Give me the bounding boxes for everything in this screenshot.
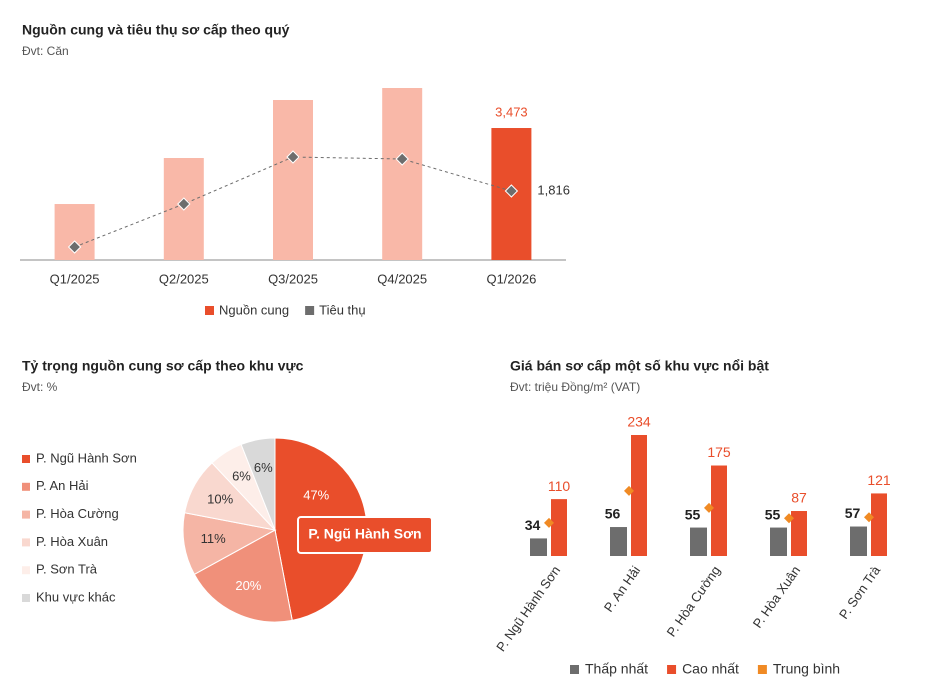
line-marker [67,240,82,254]
data-label: 55 [685,506,701,522]
data-label: 121 [867,472,891,488]
legend-label: P. Ngũ Hành Sơn [36,450,137,465]
bar [850,526,867,556]
callout-label: P. Ngũ Hành Sơn [308,526,421,542]
data-label: 87 [791,490,807,506]
pie-slice [193,529,293,623]
bar [273,100,313,260]
data-label: 11% [201,531,226,546]
marker [624,485,634,496]
chart-subtitle: Đvt: % [22,380,58,394]
data-label: 3,473 [495,104,528,119]
x-tick-label: P. An Hải [601,563,643,615]
marker [544,517,554,528]
data-label: 6% [232,469,251,484]
data-label: 47% [303,488,329,503]
legend-label: Khu vực khác [36,589,116,604]
chart-title: Tỷ trọng nguồn cung sơ cấp theo khu vực [22,358,304,374]
marker [704,502,714,513]
x-tick-label: Q1/2026 [486,271,536,286]
legend-swatch [205,306,214,315]
x-tick-label: Q4/2025 [377,271,427,286]
bar [551,499,567,556]
marker [784,513,794,524]
data-label: 1,816 [537,182,570,197]
x-tick-label: Q3/2025 [268,271,318,286]
chart-title: Nguồn cung và tiêu thụ sơ cấp theo quý [22,22,290,38]
data-label: 34 [525,517,541,533]
x-tick-label: Q1/2025 [50,271,100,286]
bar [530,538,547,556]
bar [791,511,807,556]
data-label: 20% [235,578,261,593]
data-label: 10% [207,491,233,506]
legend-swatch [22,455,30,463]
line-marker [504,184,519,198]
x-tick-label: P. Hòa Xuân [750,563,804,631]
legend-swatch [757,665,767,674]
legend-swatch [22,482,30,491]
chart-title: Giá bán sơ cấp một số khu vực nổi bật [510,358,769,374]
bar [711,465,727,556]
legend-swatch [22,510,30,519]
chart-subtitle: Đvt: triệu Đồng/m² (VAT) [510,380,640,394]
line-marker [177,197,191,211]
bar [770,527,787,556]
bar [631,435,647,556]
legend-label: P. Sơn Trà [36,562,98,577]
data-label: 57 [845,505,861,521]
line-marker [286,150,300,164]
data-label: 234 [627,414,651,430]
legend-swatch [305,306,315,315]
legend-label: Trung bình [773,661,840,677]
data-label: 6% [254,460,273,475]
callout-box [297,516,433,554]
data-label: 56 [605,506,621,522]
legend-swatch [570,665,579,674]
data-label: 55 [765,506,781,522]
legend-label: Thấp nhất [585,661,648,677]
bar [871,493,887,556]
data-label: 175 [707,444,731,460]
legend-swatch [667,665,677,674]
legend-label: P. Hòa Cường [36,506,119,521]
bar [610,527,627,556]
marker [864,512,874,523]
x-tick-label: P. Hòa Cường [664,563,724,639]
legend-label: Nguồn cung [219,302,289,317]
pie-slice [240,437,276,531]
x-tick-label: P. Sơn Trà [836,562,884,621]
legend-swatch [22,594,30,602]
legend-label: Tiêu thụ [319,302,366,317]
x-tick-label: Q2/2025 [159,271,209,286]
legend-label: P. An Hải [36,478,89,493]
bar [382,88,423,260]
legend-swatch [22,538,30,547]
data-label: 110 [548,478,571,494]
legend-label: P. Hòa Xuân [36,534,108,549]
line-marker [395,152,409,166]
chart-subtitle: Đvt: Căn [22,44,69,58]
legend-swatch [22,566,30,575]
legend-label: Cao nhất [682,661,739,677]
x-tick-label: P. Ngũ Hành Sơn [493,563,563,654]
bar [690,527,707,556]
